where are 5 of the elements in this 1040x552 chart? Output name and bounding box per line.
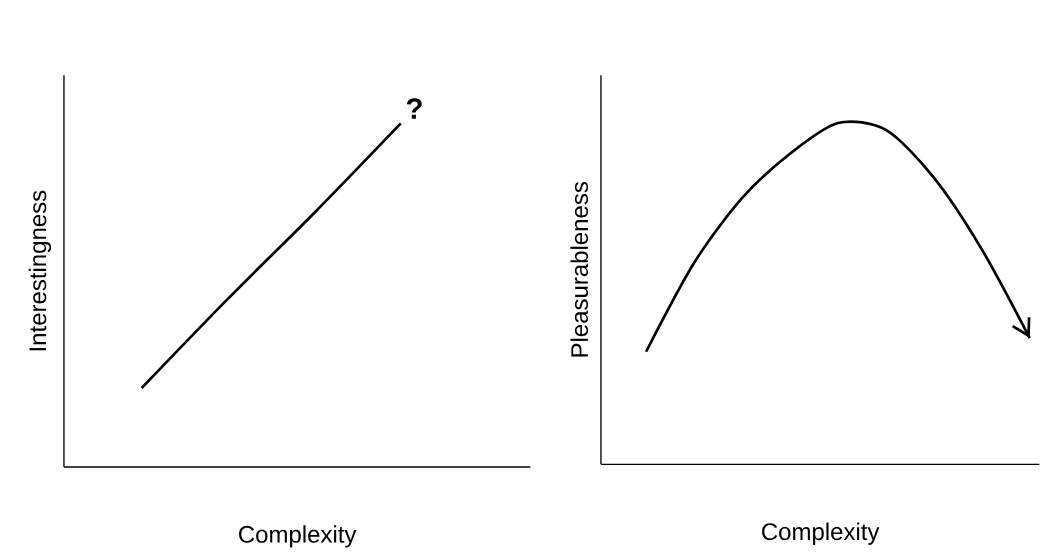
y-axis-title: Interestingness xyxy=(28,190,52,351)
x-axis-title: Complexity xyxy=(239,525,357,548)
y-axis-title: Pleasurableness xyxy=(570,182,589,357)
text: ? xyxy=(406,98,422,119)
x-axis-title: Complexity xyxy=(762,522,880,545)
